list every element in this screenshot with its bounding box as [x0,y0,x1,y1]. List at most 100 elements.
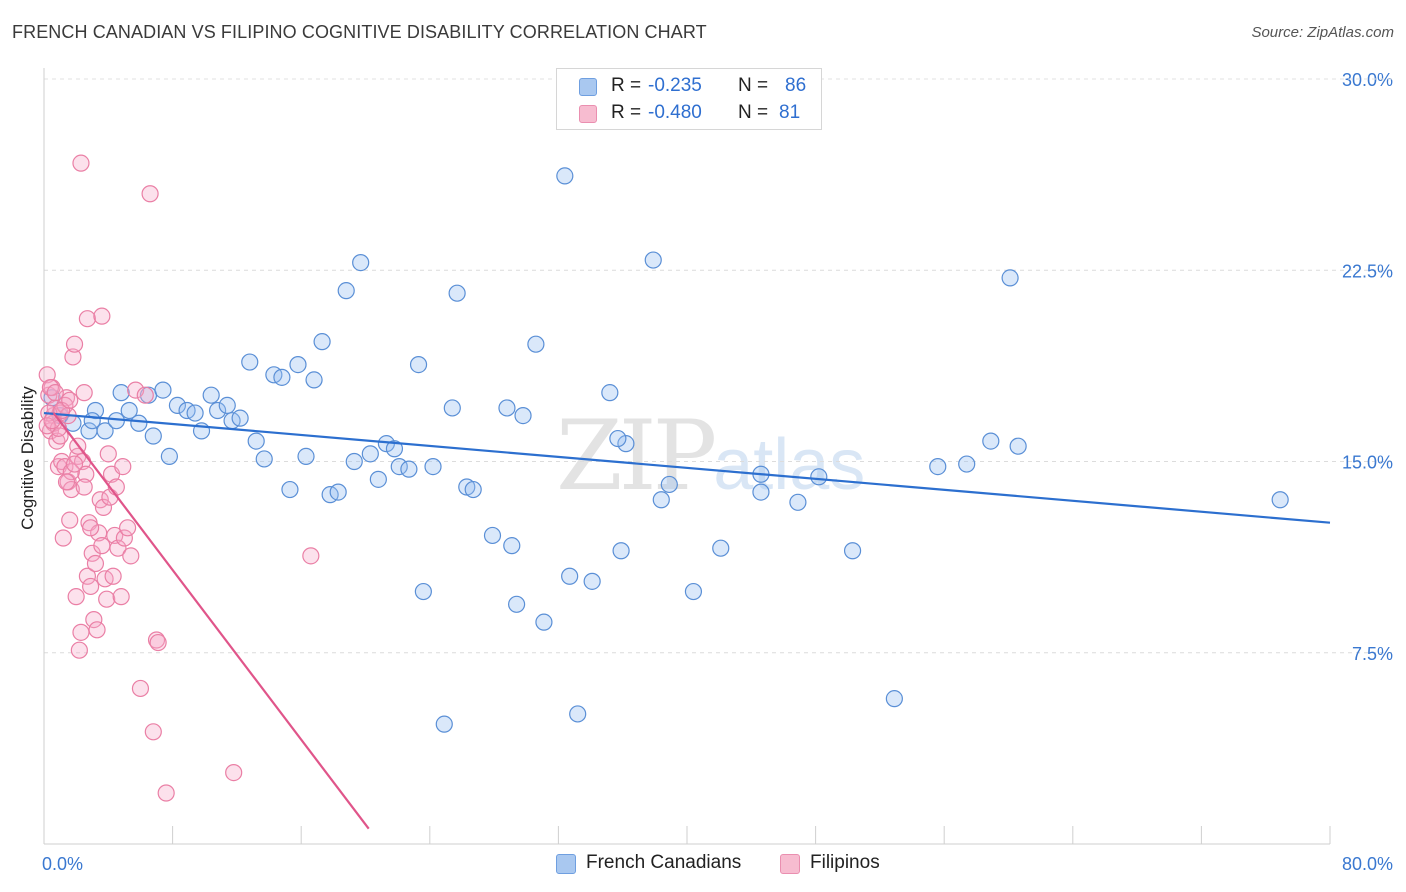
data-point [154,381,172,399]
data-point [535,613,553,631]
data-point [305,371,323,389]
data-point [48,432,66,450]
stats-swatch-french-canadians [579,78,597,96]
data-point [160,447,178,465]
x-tick-label: 0.0% [42,854,83,874]
stats-box: R = -0.235 N = 86 R = -0.480 N = 81 [556,68,822,130]
data-point [302,547,320,565]
data-point [561,567,579,585]
data-point [435,715,453,733]
source-label: Source: ZipAtlas.com [1251,24,1394,41]
data-point [77,465,95,483]
x-tick-label: 80.0% [1342,854,1393,874]
data-point [218,396,236,414]
data-point [231,409,249,427]
data-point [361,445,379,463]
data-point [82,577,100,596]
data-point [448,284,466,302]
data-point [508,595,526,613]
data-point [329,483,347,501]
data-point [409,356,428,374]
stats-n-label: N = [738,102,769,123]
data-point [644,251,662,269]
data-point [1271,491,1289,509]
data-point [810,468,828,486]
data-point [38,366,56,384]
data-point [660,475,678,494]
data-point [99,445,117,463]
data-point [115,529,133,547]
data-point [88,621,106,639]
data-point [281,480,299,499]
data-point [120,401,138,420]
data-point [186,404,204,422]
data-point [400,460,418,478]
data-point [556,167,574,185]
watermark: ZIPatlas [556,400,865,512]
data-point [414,582,432,601]
data-point [93,307,111,325]
data-point [130,414,148,432]
data-point [65,335,84,353]
data-point [94,498,113,516]
trend-line [52,412,370,830]
data-point [114,458,132,476]
data-point [78,567,97,585]
data-point [38,417,56,435]
data-point [583,572,601,590]
data-point [149,633,167,652]
data-point [289,356,307,374]
data-point [157,784,175,802]
data-point [297,447,315,465]
legend-swatch-filipinos [780,854,800,874]
data-point [352,254,370,272]
data-point [202,386,220,404]
data-point [131,679,150,698]
data-point [527,335,545,353]
data-point [369,470,387,488]
data-point [313,333,331,351]
stats-r-label: R = [611,75,642,96]
stats-n-value: 86 [785,75,807,96]
data-point [41,378,60,397]
data-point [56,396,74,414]
legend-label: Filipinos [810,852,880,873]
stats-n-label: N = [738,75,769,96]
stats-r-label: R = [611,102,642,123]
data-point [337,282,355,300]
data-point [241,353,259,371]
stats-swatch-filipinos [579,105,597,123]
y-tick-label: 22.5% [1342,261,1393,281]
data-point [147,631,166,649]
watermark-zip: ZIP [556,400,717,512]
data-point [684,582,703,601]
data-point [61,511,79,529]
data-point [118,519,137,537]
stats-n-value: 81 [779,102,801,123]
data-point [67,588,85,606]
data-point [54,529,72,547]
y-axis-label: Cognitive Disability [18,386,37,530]
data-point [144,427,162,445]
data-point [112,588,130,606]
data-point [652,491,670,509]
data-point [127,381,145,399]
data-point [385,440,404,458]
data-point [225,763,243,782]
data-point [64,348,82,366]
data-point [65,455,84,473]
stats-r-value: -0.480 [648,102,702,123]
data-point [122,547,140,565]
y-tick-label: 15.0% [1342,453,1393,473]
trend-line [43,411,1331,524]
data-point [982,432,1000,450]
data-point [109,539,127,557]
legend-swatch-french-canadians [556,854,576,874]
data-point [112,384,130,402]
data-point [96,422,114,440]
data-point [1009,437,1027,455]
data-point [46,384,64,402]
data-point [82,519,100,537]
data-point [514,407,532,425]
